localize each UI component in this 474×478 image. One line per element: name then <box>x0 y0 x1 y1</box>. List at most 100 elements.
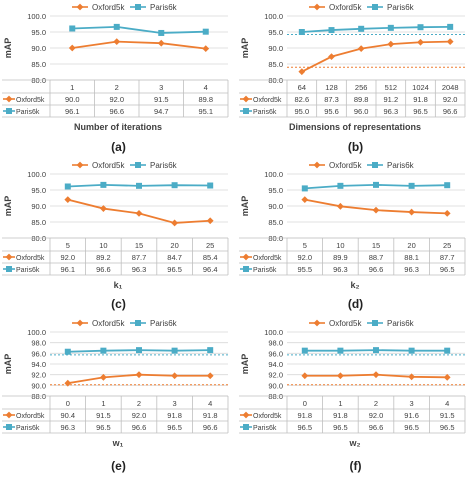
table-legend-marker <box>243 266 249 272</box>
data-label: 92.0 <box>297 253 312 262</box>
panel-label-f: (f) <box>349 459 362 473</box>
data-label: 87.7 <box>440 253 455 262</box>
x-tick-label: 2 <box>374 399 378 408</box>
legend-label: Oxford5k <box>92 319 125 328</box>
table-row-label: Paris6k <box>253 267 277 274</box>
data-point <box>301 196 309 203</box>
data-point <box>301 347 308 354</box>
legend-marker <box>135 320 141 326</box>
data-label: 96.6 <box>109 107 124 116</box>
table-legend-marker <box>243 424 249 430</box>
table-legend-marker <box>6 266 12 272</box>
y-tick-label: 85.0 <box>268 60 283 69</box>
data-label: 91.6 <box>404 411 419 420</box>
table-row-label: Oxford5k <box>16 97 45 104</box>
legend-marker <box>135 162 141 168</box>
data-label: 96.6 <box>96 265 111 274</box>
chart-panel-e: Oxford5k Paris6k88.090.092.094.096.098.01… <box>2 319 229 448</box>
data-point <box>372 371 380 379</box>
table-legend-marker <box>243 108 249 114</box>
data-label: 91.8 <box>167 411 182 420</box>
data-point <box>444 182 451 189</box>
data-point <box>206 217 214 225</box>
legend-marker <box>313 161 321 169</box>
legend-label: Paris6k <box>150 3 178 12</box>
data-label: 91.5 <box>154 95 169 104</box>
data-point <box>68 44 76 52</box>
x-tick-label: 1 <box>101 399 105 408</box>
x-tick-label: 4 <box>204 83 208 92</box>
data-label: 96.3 <box>60 423 75 432</box>
data-point <box>64 348 71 355</box>
y-axis-label: mAP <box>3 354 13 375</box>
data-point <box>135 209 143 217</box>
data-label: 96.1 <box>60 265 75 274</box>
data-point <box>158 29 165 36</box>
panel-label-e: (e) <box>111 459 126 473</box>
x-tick-label: 512 <box>385 83 398 92</box>
y-tick-label: 95.0 <box>31 28 46 37</box>
data-label: 88.7 <box>369 253 384 262</box>
y-tick-label: 94.0 <box>31 360 46 369</box>
x-tick-label: 256 <box>355 83 368 92</box>
table-row-label: Oxford5k <box>16 255 45 262</box>
y-tick-label: 95.0 <box>31 186 46 195</box>
x-tick-label: 1 <box>338 399 342 408</box>
data-point <box>387 24 394 31</box>
data-point <box>171 182 178 189</box>
data-label: 96.3 <box>333 265 348 274</box>
table-legend-marker <box>5 411 13 419</box>
y-tick-label: 88.0 <box>268 392 283 401</box>
table-legend-marker <box>5 95 13 103</box>
data-point <box>157 39 165 47</box>
data-point <box>171 372 178 380</box>
y-tick-label: 85.0 <box>31 60 46 69</box>
data-label: 92.0 <box>369 411 384 420</box>
series-line <box>301 40 451 73</box>
data-point <box>100 347 107 354</box>
x-tick-label: 4 <box>445 399 449 408</box>
data-label: 91.5 <box>96 411 111 420</box>
data-label: 91.2 <box>384 95 399 104</box>
table-row-label: Oxford5k <box>253 97 282 104</box>
legend-marker <box>313 319 321 327</box>
data-point <box>447 23 454 30</box>
legend-label: Paris6k <box>150 161 178 170</box>
data-point <box>171 347 178 354</box>
x-tick-label: 25 <box>206 241 214 250</box>
data-point <box>444 347 451 354</box>
y-tick-label: 96.0 <box>31 349 46 358</box>
data-point <box>64 196 72 203</box>
data-label: 90.4 <box>60 411 75 420</box>
y-tick-label: 90.0 <box>268 381 283 390</box>
y-tick-label: 80.0 <box>268 76 283 85</box>
data-point <box>301 185 308 192</box>
x-tick-label: 3 <box>159 83 163 92</box>
data-point <box>100 205 107 212</box>
data-label: 96.5 <box>167 423 182 432</box>
data-point <box>207 182 214 189</box>
table-row-label: Oxford5k <box>253 413 282 420</box>
legend-marker <box>135 4 141 10</box>
x-tick-label: 2 <box>137 399 141 408</box>
x-axis-label: w₂ <box>349 438 361 448</box>
x-tick-label: 20 <box>170 241 178 250</box>
y-tick-label: 94.0 <box>268 360 283 369</box>
chart-panel-f: Oxford5k Paris6k88.090.092.094.096.098.01… <box>239 319 466 448</box>
y-tick-label: 95.0 <box>268 28 283 37</box>
y-tick-label: 100.0 <box>27 170 46 179</box>
x-tick-label: 128 <box>325 83 338 92</box>
data-label: 89.2 <box>96 253 111 262</box>
data-point <box>135 371 143 379</box>
data-point <box>373 347 379 354</box>
x-tick-label: 1 <box>70 83 74 92</box>
data-point <box>64 379 72 387</box>
data-point <box>408 373 415 381</box>
x-axis-label: Number of iterations <box>74 122 162 132</box>
data-label: 96.5 <box>333 423 348 432</box>
table-row-label: Paris6k <box>16 425 40 432</box>
data-label: 91.8 <box>413 95 428 104</box>
y-tick-label: 90.0 <box>268 44 283 53</box>
legend-marker <box>372 4 378 10</box>
data-point <box>337 202 344 210</box>
